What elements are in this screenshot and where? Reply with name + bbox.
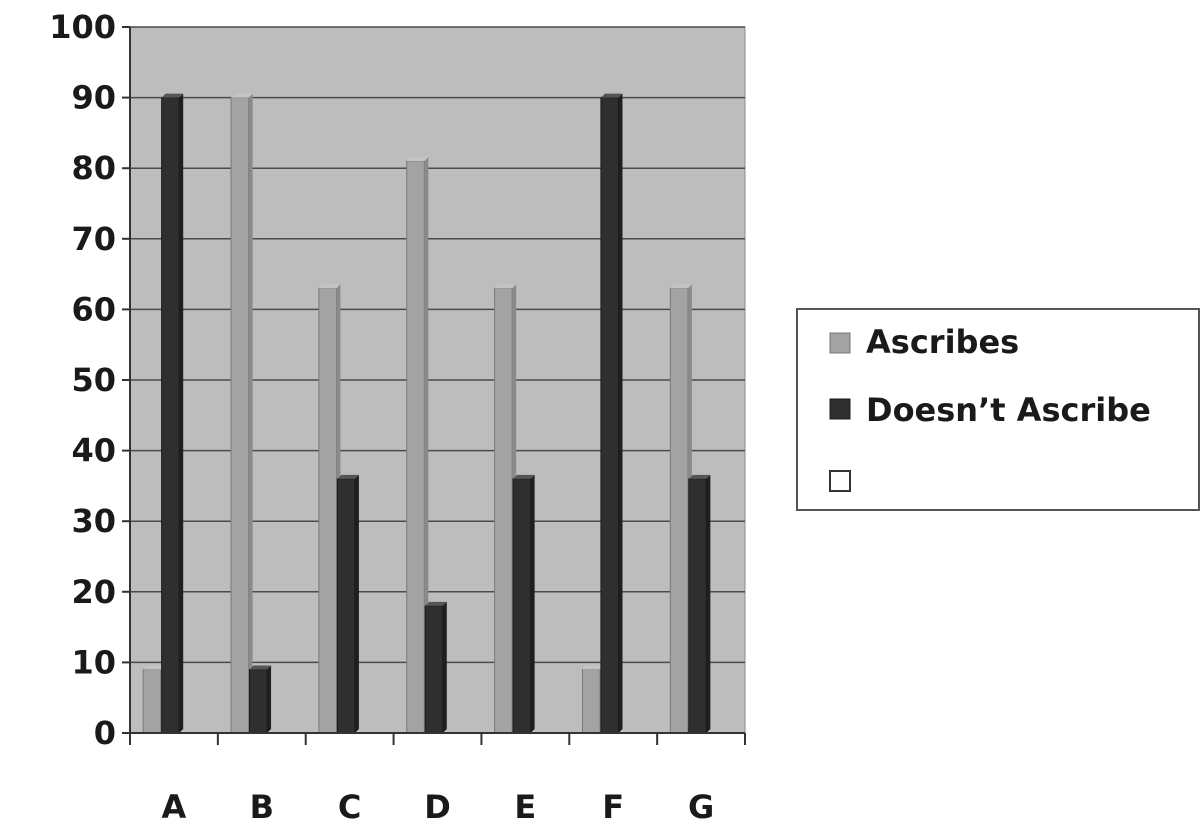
x-axis: A B C D E F G [129,732,746,826]
x-tick-label: B [250,788,274,825]
bar-ascribes [406,157,429,734]
legend-swatch-doesnt-ascribe [829,398,851,420]
bar-doesnt-ascribe [336,474,359,734]
bar-doesnt-ascribe [512,474,535,734]
y-tick-label: 30 [71,502,116,540]
legend-label-ascribes: Ascribes [866,323,1019,361]
x-tick-label: D [424,788,451,825]
x-tick-label: F [602,788,624,825]
bar-doesnt-ascribe [161,93,184,734]
y-tick-label: 90 [71,79,116,117]
legend-label-doesnt-ascribe: Doesn’t Ascribe [866,391,1151,429]
x-tick-label: C [338,788,361,825]
legend: Ascribes Doesn’t Ascribe [796,308,1200,511]
bar-doesnt-ascribe [688,474,711,734]
x-tick-label: A [162,788,187,825]
bar-doesnt-ascribe [600,93,623,734]
bar-series-group [142,93,711,734]
bar-ascribes [230,93,253,734]
y-tick-label: 20 [71,573,116,611]
x-tick-label: E [514,788,536,825]
x-tick-label: G [688,788,714,825]
y-tick-label: 0 [94,714,116,752]
bar-doesnt-ascribe [248,665,272,734]
y-tick-label: 80 [71,149,116,187]
bar-doesnt-ascribe [424,601,447,734]
y-tick-label: 50 [71,361,116,399]
y-tick-label: 60 [71,290,116,328]
y-tick-label: 100 [49,8,116,46]
y-axis: 0 10 20 30 40 50 60 70 80 90 100 [49,8,131,752]
legend-swatch-empty [829,470,851,492]
legend-box [796,308,1200,511]
y-tick-label: 10 [71,643,116,681]
y-tick-label: 40 [71,432,116,470]
y-tick-label: 70 [71,220,116,258]
legend-swatch-ascribes [829,332,851,354]
